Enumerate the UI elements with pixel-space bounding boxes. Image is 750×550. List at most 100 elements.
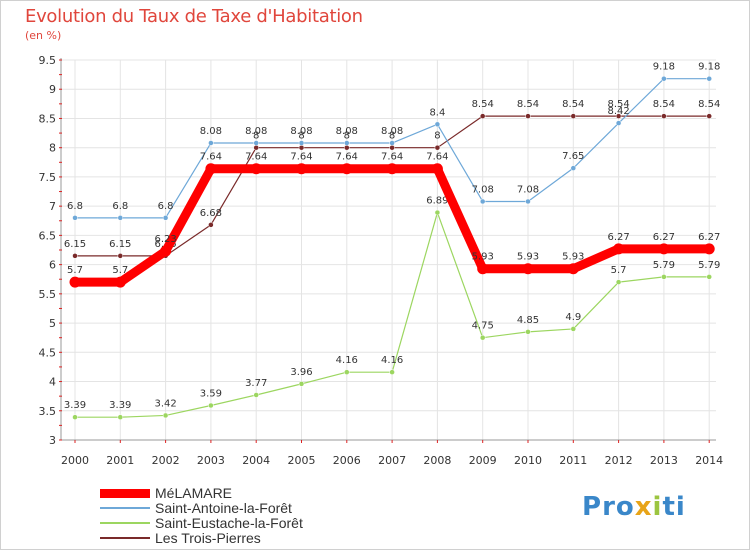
data-point xyxy=(431,163,443,175)
x-tick-label: 2003 xyxy=(197,454,225,467)
data-point xyxy=(434,209,441,216)
y-tick-label: 9.5 xyxy=(39,54,57,67)
y-tick-label: 8 xyxy=(49,142,56,155)
data-point xyxy=(706,274,712,280)
data-label: 9.18 xyxy=(653,62,675,73)
data-point xyxy=(479,113,486,119)
data-point xyxy=(296,163,307,175)
data-point xyxy=(117,215,124,221)
data-label: 6.15 xyxy=(109,239,131,250)
x-tick-label: 2005 xyxy=(288,454,316,467)
data-label: 8 xyxy=(344,131,350,142)
data-label: 3.42 xyxy=(154,398,176,409)
data-point xyxy=(160,245,172,257)
data-point xyxy=(479,334,486,341)
data-label: 8.08 xyxy=(381,126,403,137)
data-point xyxy=(389,140,395,146)
data-label: 4.85 xyxy=(517,315,539,326)
legend-item-trois-pierres: Les Trois-Pierres xyxy=(100,530,261,546)
data-label: 7.08 xyxy=(472,184,494,195)
y-tick-label: 4 xyxy=(49,376,56,389)
data-point xyxy=(298,140,305,146)
data-point xyxy=(69,276,81,288)
logo-letter: P xyxy=(582,492,603,522)
data-point xyxy=(117,414,124,420)
legend-swatch xyxy=(100,522,150,524)
data-point xyxy=(615,120,622,126)
chart-title: Evolution du Taux de Taxe d'Habitation xyxy=(25,6,363,27)
data-point xyxy=(389,369,395,375)
data-point xyxy=(386,163,398,175)
data-point xyxy=(208,402,214,409)
data-label: 6.8 xyxy=(112,201,128,212)
x-tick-label: 2010 xyxy=(514,454,542,467)
data-point xyxy=(117,253,124,259)
logo-letter: i xyxy=(652,492,663,522)
data-point xyxy=(570,113,577,119)
data-point xyxy=(208,222,214,228)
x-tick-label: 2008 xyxy=(423,454,451,467)
data-label: 7.64 xyxy=(381,152,403,163)
x-tick-label: 2000 xyxy=(61,454,89,467)
data-label: 3.59 xyxy=(200,389,222,400)
data-point xyxy=(72,253,78,259)
data-point xyxy=(661,113,667,119)
data-label: 5.7 xyxy=(611,265,627,276)
data-label: 5.79 xyxy=(653,260,675,271)
data-label: 5.93 xyxy=(517,252,539,263)
x-tick-label: 2006 xyxy=(333,454,361,467)
data-label: 6.15 xyxy=(64,239,86,250)
data-label: 7.64 xyxy=(426,152,448,163)
logo-letter: r xyxy=(602,492,616,522)
data-point xyxy=(253,392,259,398)
legend-item-melamare: MéLAMARE xyxy=(100,485,232,501)
data-label: 6.68 xyxy=(200,208,222,219)
data-label: 8.4 xyxy=(429,107,445,118)
logo-letter: i xyxy=(675,492,686,522)
data-point xyxy=(615,113,622,119)
logo-letter: t xyxy=(662,492,676,522)
x-tick-label: 2001 xyxy=(106,454,134,467)
proxiti-logo: Proxiti xyxy=(582,492,686,522)
data-label: 9.18 xyxy=(698,62,720,73)
data-point xyxy=(567,263,579,275)
data-point xyxy=(344,369,350,375)
data-label: 8.08 xyxy=(336,126,358,137)
data-label: 5.93 xyxy=(562,252,584,263)
data-point xyxy=(706,75,712,82)
data-label: 8.54 xyxy=(472,99,494,110)
x-tick-label: 2012 xyxy=(605,454,633,467)
data-label: 4.9 xyxy=(565,312,581,323)
data-label: 5.7 xyxy=(112,265,128,276)
x-tick-label: 2007 xyxy=(378,454,406,467)
logo-letter: x xyxy=(634,492,653,522)
data-point xyxy=(253,144,259,151)
y-tick-label: 9 xyxy=(49,83,56,96)
data-label: 7.64 xyxy=(200,152,222,163)
data-label: 7.64 xyxy=(290,152,312,163)
data-label: 4.16 xyxy=(336,355,358,366)
y-tick-label: 8.5 xyxy=(39,112,57,125)
data-point xyxy=(72,414,78,420)
data-point xyxy=(162,215,169,221)
data-label: 3.39 xyxy=(109,400,131,411)
data-point xyxy=(615,279,622,285)
data-point xyxy=(661,75,667,82)
data-label: 8 xyxy=(298,131,304,142)
data-point xyxy=(522,263,534,275)
data-point xyxy=(298,381,305,387)
y-tick-label: 7.5 xyxy=(39,171,57,184)
data-point xyxy=(613,243,625,255)
data-point xyxy=(344,140,350,146)
data-label: 5.93 xyxy=(472,252,494,263)
data-label: 4.75 xyxy=(472,321,494,332)
y-tick-label: 3 xyxy=(49,434,56,447)
y-tick-label: 7 xyxy=(49,200,56,213)
y-tick-label: 5 xyxy=(49,317,56,330)
y-tick-label: 6.5 xyxy=(39,229,57,242)
data-label: 8 xyxy=(253,131,259,142)
data-label: 3.39 xyxy=(64,400,86,411)
data-point xyxy=(703,243,715,255)
legend-label: Saint-Antoine-la-Forêt xyxy=(155,500,292,516)
data-point xyxy=(208,140,214,146)
